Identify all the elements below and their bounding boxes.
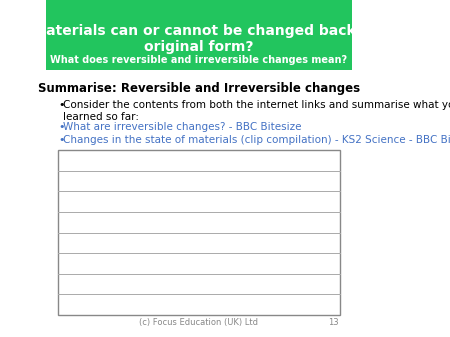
Text: Consider the contents from both the internet links and summarise what you have
l: Consider the contents from both the inte… xyxy=(63,100,450,122)
Text: •: • xyxy=(58,122,64,132)
FancyBboxPatch shape xyxy=(58,150,340,315)
Text: •: • xyxy=(58,100,64,110)
Text: What are irreversible changes? - BBC Bitesize: What are irreversible changes? - BBC Bit… xyxy=(63,122,302,132)
Text: Summarise: Reversible and Irreversible changes: Summarise: Reversible and Irreversible c… xyxy=(38,82,360,95)
Text: Which materials can or cannot be changed back to their
original form?: Which materials can or cannot be changed… xyxy=(0,24,419,54)
Text: Changes in the state of materials (clip compilation) - KS2 Science - BBC Bitesiz: Changes in the state of materials (clip … xyxy=(63,135,450,145)
Text: •: • xyxy=(58,135,64,145)
Text: (c) Focus Education (UK) Ltd: (c) Focus Education (UK) Ltd xyxy=(139,318,258,327)
Text: 13: 13 xyxy=(328,318,338,327)
Text: What does reversible and irreversible changes mean?: What does reversible and irreversible ch… xyxy=(50,55,347,65)
FancyBboxPatch shape xyxy=(46,0,352,70)
